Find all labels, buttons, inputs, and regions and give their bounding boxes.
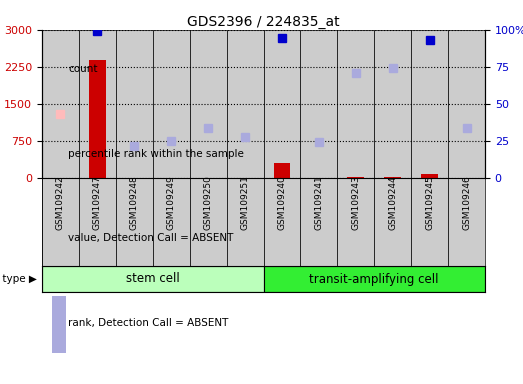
Text: percentile rank within the sample: percentile rank within the sample: [68, 149, 244, 159]
Bar: [52, 207, 65, 269]
Bar: [264, 178, 300, 266]
Text: rank, Detection Call = ABSENT: rank, Detection Call = ABSENT: [68, 318, 229, 328]
Bar: [264, 266, 485, 292]
Bar: [52, 292, 65, 353]
Bar: [347, 177, 364, 178]
Bar: [116, 178, 153, 266]
Bar: [374, 30, 411, 178]
Bar: [300, 30, 337, 178]
Bar: [311, 177, 327, 178]
Bar: [190, 30, 226, 178]
Bar: [422, 174, 438, 178]
Bar: [42, 266, 264, 292]
Bar: [374, 178, 411, 266]
Bar: [337, 30, 374, 178]
Bar: [226, 178, 264, 266]
Bar: [448, 30, 485, 178]
Bar: [52, 38, 65, 100]
Bar: [448, 178, 485, 266]
Bar: [153, 178, 190, 266]
Bar: [42, 30, 79, 178]
Text: transit-amplifying cell: transit-amplifying cell: [310, 273, 439, 285]
Text: stem cell: stem cell: [126, 273, 179, 285]
Bar: [52, 123, 65, 184]
Text: value, Detection Call = ABSENT: value, Detection Call = ABSENT: [68, 233, 234, 243]
Bar: [42, 178, 79, 266]
Bar: [226, 30, 264, 178]
Title: GDS2396 / 224835_at: GDS2396 / 224835_at: [187, 15, 340, 29]
Bar: [411, 178, 448, 266]
Text: count: count: [68, 64, 98, 74]
Bar: [274, 163, 290, 178]
Bar: [190, 178, 226, 266]
Bar: [89, 60, 106, 178]
Bar: [411, 30, 448, 178]
Bar: [384, 177, 401, 178]
Bar: [79, 30, 116, 178]
Bar: [264, 30, 300, 178]
Bar: [116, 30, 153, 178]
Bar: [337, 178, 374, 266]
Bar: [79, 178, 116, 266]
Bar: [153, 30, 190, 178]
Bar: [300, 178, 337, 266]
Text: cell type ▶: cell type ▶: [0, 274, 37, 284]
